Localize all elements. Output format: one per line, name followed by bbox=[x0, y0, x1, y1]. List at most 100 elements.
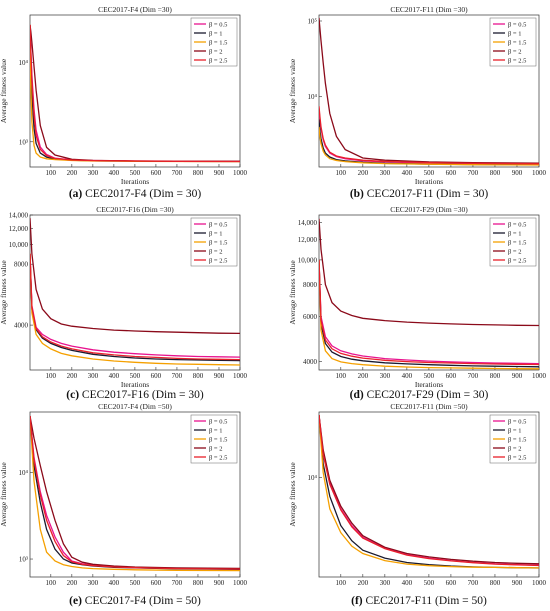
x-tick-label: 200 bbox=[67, 372, 78, 380]
y-tick-label: 10⁴ bbox=[19, 469, 29, 477]
legend-label: β = 0.5 bbox=[209, 418, 227, 425]
series-line-1 bbox=[30, 253, 240, 362]
legend-label: β = 2.5 bbox=[508, 257, 526, 264]
chart-panel-3: CEC2017-F29 (Dim =30) 100 200 300 400 500 600 7… bbox=[288, 205, 547, 401]
legend-label: β = 1.5 bbox=[209, 39, 227, 46]
series-line-2 bbox=[319, 415, 539, 569]
series-line-0 bbox=[319, 259, 539, 365]
series-line-3 bbox=[319, 17, 539, 164]
series-line-4 bbox=[30, 415, 240, 570]
series-line-4 bbox=[30, 253, 240, 361]
legend-label: β = 0.5 bbox=[209, 21, 227, 28]
y-axis-label: Average fitness value bbox=[288, 58, 297, 123]
x-tick-label: 200 bbox=[358, 372, 369, 380]
x-tick-label: 400 bbox=[402, 372, 413, 380]
x-tick-label: 1000 bbox=[532, 579, 547, 587]
legend-label: β = 2.5 bbox=[209, 257, 227, 264]
x-tick-label: 600 bbox=[151, 169, 162, 177]
x-tick-label: 600 bbox=[446, 579, 457, 587]
x-tick-label: 700 bbox=[172, 169, 183, 177]
x-axis-label: Iterations bbox=[121, 177, 149, 186]
panel-caption: (c) CEC2017-F16 (Dim = 30) bbox=[66, 389, 204, 401]
x-tick-label: 1000 bbox=[532, 169, 547, 177]
series-line-2 bbox=[319, 126, 539, 166]
x-tick-label: 1000 bbox=[233, 169, 248, 177]
x-tick-label: 800 bbox=[193, 579, 204, 587]
x-tick-label: 600 bbox=[151, 579, 162, 587]
series-line-4 bbox=[319, 106, 539, 165]
x-tick-label: 600 bbox=[151, 372, 162, 380]
y-tick-label: 12,000 bbox=[298, 236, 318, 244]
y-tick-label: 6000 bbox=[303, 313, 318, 321]
panel-caption: (b) CEC2017-F11 (Dim = 30) bbox=[350, 188, 488, 200]
series-line-4 bbox=[30, 24, 240, 163]
series-line-3 bbox=[319, 218, 539, 327]
panel-caption-text: CEC2017-F4 (Dim = 30) bbox=[82, 188, 201, 200]
y-tick-label: 10,000 bbox=[298, 256, 318, 264]
x-tick-label: 200 bbox=[67, 579, 78, 587]
legend-label: β = 1 bbox=[508, 30, 521, 37]
panel-caption: (d) CEC2017-F29 (Dim = 30) bbox=[350, 389, 489, 401]
x-tick-label: 300 bbox=[88, 579, 99, 587]
x-tick-label: 900 bbox=[214, 372, 225, 380]
panel-caption-label: (f) bbox=[351, 595, 363, 607]
x-tick-label: 1000 bbox=[532, 372, 547, 380]
legend-label: β = 1.5 bbox=[209, 239, 227, 246]
x-tick-label: 400 bbox=[402, 169, 413, 177]
x-tick-label: 300 bbox=[380, 372, 391, 380]
legend-label: β = 2 bbox=[508, 48, 521, 55]
panel-caption-text: CEC2017-F4 (Dim = 50) bbox=[82, 595, 201, 607]
y-tick-label: 10⁴ bbox=[308, 93, 318, 101]
y-tick-label: 10⁴ bbox=[19, 59, 29, 67]
chart-title: CEC2017-F11 (Dim =50) bbox=[390, 402, 468, 411]
y-axis-label: Average fitness value bbox=[288, 462, 297, 527]
x-tick-label: 400 bbox=[109, 372, 120, 380]
x-tick-label: 700 bbox=[172, 579, 183, 587]
y-tick-label: 4000 bbox=[303, 358, 318, 366]
chart-panel-5: CEC2017-F11 (Dim =50) 100 200 300 400 500 600 7… bbox=[288, 402, 547, 607]
x-tick-label: 500 bbox=[130, 579, 141, 587]
panel-caption: (f) CEC2017-F11 (Dim = 50) bbox=[351, 595, 487, 607]
x-tick-label: 100 bbox=[336, 579, 347, 587]
legend-label: β = 2 bbox=[508, 445, 521, 452]
y-axis-label: Average fitness value bbox=[0, 58, 8, 123]
series-line-1 bbox=[319, 259, 539, 368]
legend-label: β = 2 bbox=[209, 445, 222, 452]
legend-label: β = 1.5 bbox=[508, 239, 526, 246]
x-tick-label: 700 bbox=[468, 169, 479, 177]
series-line-0 bbox=[319, 108, 539, 165]
chart-panel-4: CEC2017-F4 (Dim =50) 100 200 300 400 500 600 70… bbox=[0, 402, 248, 607]
x-tick-label: 400 bbox=[109, 579, 120, 587]
series-line-1 bbox=[319, 119, 539, 166]
x-tick-label: 800 bbox=[193, 372, 204, 380]
panel-caption: (a) CEC2017-F4 (Dim = 30) bbox=[69, 188, 202, 200]
legend-label: β = 2 bbox=[209, 248, 222, 255]
y-axis-label: Average fitness value bbox=[0, 462, 8, 527]
chart-title: CEC2017-F29 (Dim =30) bbox=[390, 205, 468, 214]
x-tick-label: 100 bbox=[46, 169, 57, 177]
y-tick-label: 4000 bbox=[14, 322, 29, 330]
y-tick-label: 12,000 bbox=[9, 225, 29, 233]
series-line-3 bbox=[319, 415, 539, 565]
legend-label: β = 1 bbox=[209, 30, 222, 37]
panel-caption-label: (e) bbox=[69, 595, 82, 607]
legend-label: β = 2.5 bbox=[508, 454, 526, 461]
x-tick-label: 700 bbox=[172, 372, 183, 380]
x-tick-label: 900 bbox=[512, 169, 523, 177]
x-tick-label: 500 bbox=[424, 169, 435, 177]
y-tick-label: 8000 bbox=[303, 281, 318, 289]
panel-caption-text: CEC2017-F29 (Dim = 30) bbox=[364, 389, 489, 401]
panel-caption-label: (c) bbox=[66, 389, 79, 401]
x-tick-label: 400 bbox=[402, 579, 413, 587]
x-tick-label: 800 bbox=[490, 169, 501, 177]
x-tick-label: 500 bbox=[130, 169, 141, 177]
panel-caption-label: (d) bbox=[350, 389, 364, 401]
x-axis-label: Iterations bbox=[121, 380, 149, 389]
y-tick-label: 10⁵ bbox=[308, 17, 318, 25]
series-line-4 bbox=[319, 259, 539, 366]
x-tick-label: 100 bbox=[336, 169, 347, 177]
series-line-2 bbox=[30, 415, 240, 572]
chart-title: CEC2017-F4 (Dim =50) bbox=[98, 402, 172, 411]
chart-panel-2: CEC2017-F16 (Dim =30) 100 200 300 400 500 600 7… bbox=[0, 205, 248, 401]
